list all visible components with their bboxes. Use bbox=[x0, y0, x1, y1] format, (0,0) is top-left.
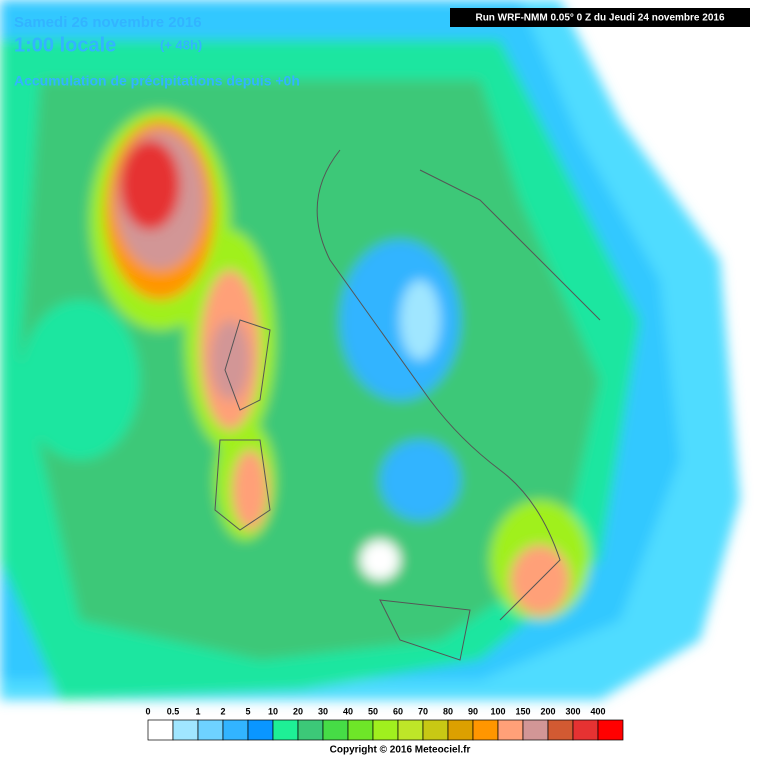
legend-label: 60 bbox=[393, 706, 403, 716]
legend-label: 70 bbox=[418, 706, 428, 716]
legend-label: 80 bbox=[443, 706, 453, 716]
legend-label: 10 bbox=[268, 706, 278, 716]
legend-swatch bbox=[497, 719, 524, 741]
legend-label: 30 bbox=[318, 706, 328, 716]
legend-label: 1 bbox=[195, 706, 200, 716]
legend-label: 300 bbox=[565, 706, 580, 716]
legend-swatch bbox=[197, 719, 224, 741]
legend-label: 400 bbox=[590, 706, 605, 716]
legend-label: 20 bbox=[293, 706, 303, 716]
legend-swatch bbox=[572, 719, 599, 741]
run-info: Run WRF-NMM 0.05° 0 Z du Jeudi 24 novemb… bbox=[475, 13, 724, 24]
legend-swatch bbox=[322, 719, 349, 741]
lead-time: (+ 48h) bbox=[160, 37, 202, 52]
legend-swatch bbox=[422, 719, 449, 741]
legend-label: 5 bbox=[245, 706, 250, 716]
legend-swatch bbox=[272, 719, 299, 741]
legend-swatch bbox=[172, 719, 199, 741]
legend-label: 200 bbox=[540, 706, 555, 716]
time: 1:00 locale bbox=[14, 34, 116, 56]
precipitation-field bbox=[0, 0, 740, 700]
legend-swatch bbox=[447, 719, 474, 741]
legend-label: 0.5 bbox=[167, 706, 180, 716]
legend-swatch bbox=[397, 719, 424, 741]
legend-swatch bbox=[147, 719, 174, 741]
subtitle: Accumulation de précipitations depuis +0… bbox=[14, 73, 300, 89]
legend-label: 90 bbox=[468, 706, 478, 716]
borders bbox=[214, 149, 601, 661]
legend-label: 40 bbox=[343, 706, 353, 716]
legend-label: 150 bbox=[515, 706, 530, 716]
copyright: Copyright © 2016 Meteociel.fr bbox=[330, 745, 471, 756]
legend-label: 50 bbox=[368, 706, 378, 716]
legend-swatch bbox=[372, 719, 399, 741]
legend-swatch bbox=[247, 719, 274, 741]
date: Samedi 26 novembre 2016 bbox=[14, 14, 202, 31]
legend-swatch bbox=[472, 719, 499, 741]
run-box bbox=[450, 8, 750, 27]
legend-label: 2 bbox=[220, 706, 225, 716]
legend-swatch bbox=[347, 719, 374, 741]
legend: 0 0.5 1 2 5 10 20 30 40 50 60 70 80 90 100 150 200 300 400 bbox=[145, 706, 624, 741]
legend-swatch bbox=[297, 719, 324, 741]
legend-swatch bbox=[222, 719, 249, 741]
legend-swatch bbox=[597, 719, 624, 741]
legend-swatch bbox=[547, 719, 574, 741]
legend-label: 0 bbox=[145, 706, 150, 716]
legend-label: 100 bbox=[490, 706, 505, 716]
legend-swatch bbox=[522, 719, 549, 741]
